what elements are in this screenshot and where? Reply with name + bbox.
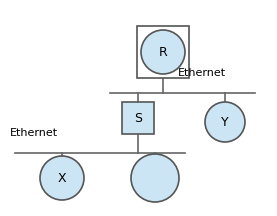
Circle shape <box>131 154 179 202</box>
Text: Ethernet: Ethernet <box>178 68 226 78</box>
Text: Ethernet: Ethernet <box>10 128 58 138</box>
Text: X: X <box>58 172 66 184</box>
Circle shape <box>141 30 185 74</box>
Text: Y: Y <box>221 116 229 129</box>
Circle shape <box>40 156 84 200</box>
Circle shape <box>205 102 245 142</box>
Text: R: R <box>159 46 167 59</box>
Bar <box>122 102 154 134</box>
Text: S: S <box>134 111 142 124</box>
Bar <box>137 26 189 78</box>
